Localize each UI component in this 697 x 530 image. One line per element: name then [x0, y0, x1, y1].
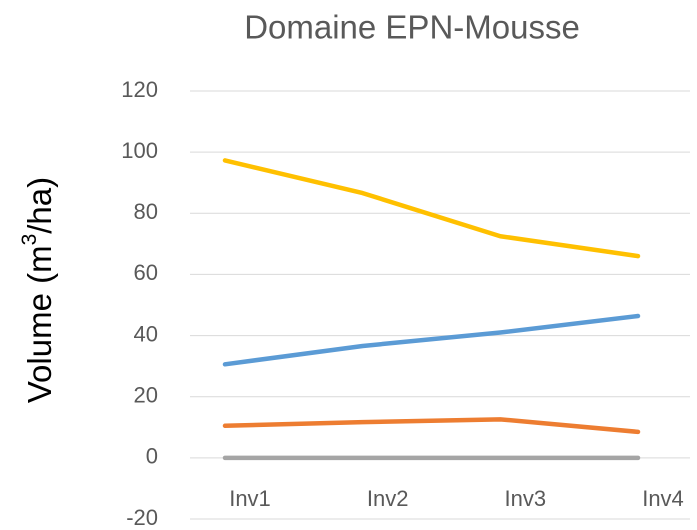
chart-title: Domaine EPN-Mousse: [244, 9, 580, 46]
y-tick-label: 20: [134, 383, 158, 408]
y-label-sup: 3: [18, 234, 41, 246]
x-tick-label: Inv4: [642, 486, 684, 511]
y-axis-label: Volume (m3/ha): [18, 177, 58, 403]
series-line: [222, 158, 641, 259]
y-tick-label: 0: [146, 444, 158, 469]
x-tick-label: Inv1: [229, 486, 271, 511]
series-line: [222, 417, 641, 435]
y-tick-label: 120: [121, 77, 158, 102]
y-tick-label: 40: [134, 321, 158, 346]
y-tick-label: 100: [121, 138, 158, 163]
y-tick-label: -20: [126, 505, 158, 530]
y-tick-label: 60: [134, 260, 158, 285]
y-tick-label: 80: [134, 199, 158, 224]
y-label-part: /ha): [21, 177, 58, 234]
y-label-part: Volume (m: [21, 245, 58, 403]
series-line: [222, 313, 641, 367]
x-tick-label: Inv3: [505, 486, 547, 511]
x-tick-label: Inv2: [367, 486, 409, 511]
